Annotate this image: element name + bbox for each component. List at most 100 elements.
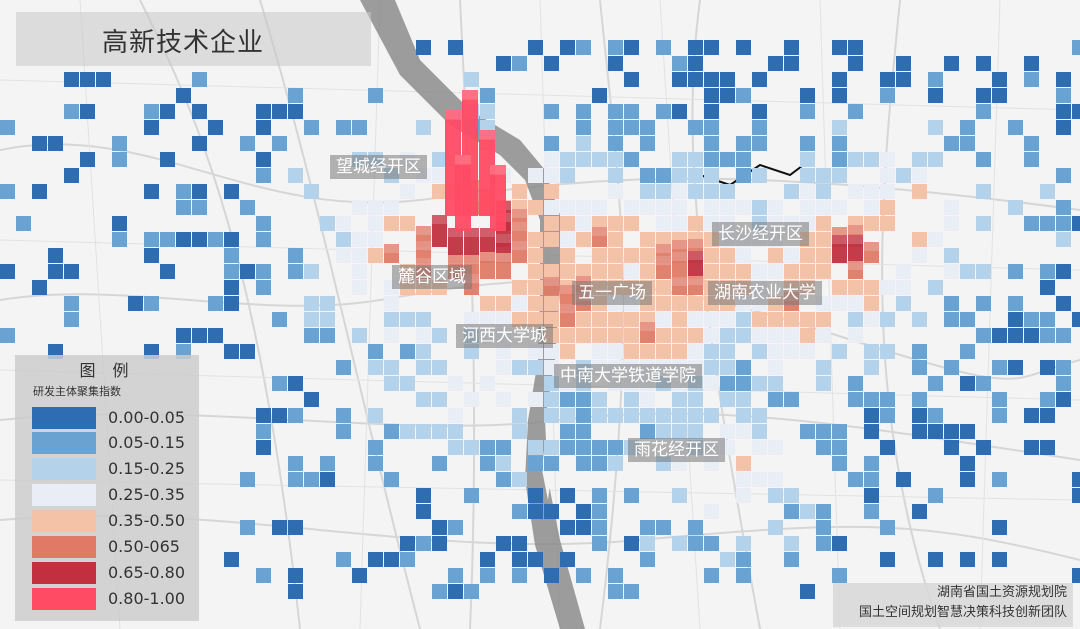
grid-cell [832,136,847,151]
grid-cell [608,456,623,471]
grid-cell [208,328,223,343]
grid-cell [672,328,687,343]
grid-cell [880,392,895,407]
grid-cell-extrusion [848,235,863,263]
grid-cell [848,56,863,71]
grid-cell [96,72,111,87]
grid-cell [256,168,271,183]
grid-cell [880,168,895,183]
grid-cell [576,568,591,583]
grid-cell-extrusion [384,244,399,263]
grid-cell [336,232,351,247]
legend-row: 0.65-0.80 [32,562,202,584]
grid-cell [688,392,703,407]
grid-cell [768,248,783,263]
grid-cell [944,248,959,263]
grid-cell [448,408,463,423]
grid-cell [48,248,63,263]
grid-cell [80,72,95,87]
grid-cell [880,152,895,167]
grid-cell [992,328,1007,343]
credit-line-1: 湖南省国土资源规划院 [936,585,1067,600]
grid-cell [896,72,911,87]
grid-cell-top [445,110,461,120]
grid-cell [768,472,783,487]
grid-cell [688,120,703,135]
grid-cell [1024,216,1039,231]
grid-cell [640,552,655,567]
grid-cell [336,552,351,567]
grid-cell-top [832,227,847,236]
grid-cell [656,344,671,359]
grid-cell [976,264,991,279]
grid-cell [592,520,607,535]
grid-cell [672,392,687,407]
grid-cell [288,408,303,423]
grid-cell [832,280,847,295]
grid-cell [768,328,783,343]
grid-cell [880,408,895,423]
grid-cell [672,72,687,87]
grid-cell [608,344,623,359]
grid-cell [624,248,639,263]
grid-cell [784,504,799,519]
legend-row: 0.50-065 [32,536,202,558]
grid-cell [256,152,271,167]
label-hunan-agri-univ: 湖南农业大学 [708,281,822,305]
grid-cell [144,248,159,263]
grid-cell [768,344,783,359]
grid-cell-extrusion [656,256,671,279]
grid-cell [384,376,399,391]
grid-cell [384,312,399,327]
grid-cell [560,440,575,455]
grid-cell [752,328,767,343]
grid-cell [448,424,463,439]
grid-cell [816,200,831,215]
grid-cell [704,360,719,375]
grid-cell [656,200,671,215]
grid-cell [848,392,863,407]
grid-cell [688,312,703,327]
grid-cell [416,120,431,135]
grid-cell [608,216,623,231]
grid-cell [768,488,783,503]
grid-cell [944,424,959,439]
grid-cell [688,152,703,167]
grid-cell [192,328,207,343]
grid-cell [368,456,383,471]
grid-cell [544,104,559,119]
grid-cell [736,360,751,375]
grid-cell [528,40,543,55]
grid-cell [528,200,543,215]
grid-cell-top [656,256,671,265]
grid-cell [288,584,303,599]
grid-cell [624,488,639,503]
grid-cell [608,312,623,327]
grid-cell [0,184,15,199]
grid-cell [144,120,159,135]
grid-cell [1072,568,1080,583]
grid-cell [848,296,863,311]
grid-cell-extrusion [544,277,559,295]
grid-cell [496,440,511,455]
legend-label: 0.50-065 [108,537,180,556]
grid-cell [480,552,495,567]
grid-cell [848,280,863,295]
grid-cell [912,232,927,247]
grid-cell [608,120,623,135]
grid-cell [608,184,623,199]
grid-cell-top [512,241,527,250]
legend-swatch [32,588,96,610]
label-csu-railway-college: 中南大学铁道学院 [554,364,702,388]
grid-cell [432,456,447,471]
grid-cell [720,392,735,407]
grid-cell-top [384,244,399,253]
grid-cell [816,424,831,439]
grid-cell [672,536,687,551]
grid-cell [688,328,703,343]
grid-cell [512,280,527,295]
grid-cell [832,152,847,167]
grid-cell [688,168,703,183]
grid-cell [704,376,719,391]
grid-cell [592,488,607,503]
